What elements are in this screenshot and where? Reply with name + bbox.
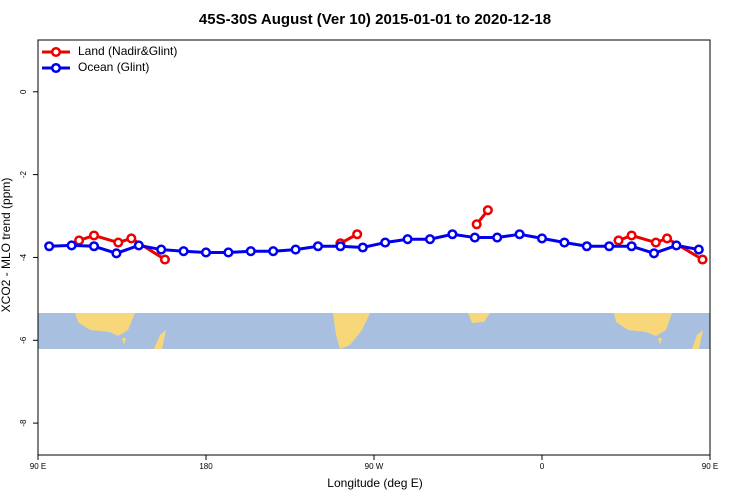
point [604,241,615,252]
point [88,241,100,252]
point [74,235,85,246]
point [650,237,661,248]
land-map [614,313,672,336]
point [559,237,570,248]
point [133,240,144,251]
point [290,244,301,255]
x-tick-label: 90 E [30,462,46,471]
y-tick-label: -6 [19,336,28,344]
point [111,248,122,259]
series-line [78,209,704,261]
point [312,241,324,252]
point [245,246,256,257]
x-tick-label: 90 W [365,462,384,471]
x-tick-label: 90 E [702,462,718,471]
point [581,241,592,252]
y-tick-label: -8 [19,419,28,427]
point [514,229,525,240]
point [268,246,279,257]
y-tick-label: 0 [19,89,28,94]
point [471,219,482,230]
point [335,241,346,252]
legend-label: Land (Nadir&Glint) [78,44,177,58]
x-axis-label: Longitude (deg E) [327,476,422,490]
point [482,205,493,216]
ocean-map [38,313,710,349]
land-map [658,330,703,349]
y-tick-label: -2 [19,171,28,179]
x-tick-label: 180 [199,462,213,471]
y-axis-label: XCO2 - MLO trend (ppm) [0,178,13,313]
point [66,240,77,251]
point [648,248,660,259]
point [223,247,234,258]
legend-label: Ocean (Glint) [78,60,149,74]
point [492,232,503,243]
land-map [333,313,370,349]
point [159,254,170,265]
point [613,235,624,246]
point [697,254,708,265]
point [352,229,363,240]
point [662,233,673,244]
legend-marker [50,46,62,58]
point [357,242,368,253]
land-map [468,313,490,323]
point [126,233,137,244]
point [113,237,124,248]
land-map [122,330,166,349]
point [469,232,480,243]
point [88,230,100,241]
point [44,241,55,252]
series-line [49,232,700,255]
point [447,229,458,240]
point [626,230,637,241]
point [402,234,413,245]
point [156,244,167,255]
x-tick-label: 0 [540,462,545,471]
point [693,244,704,255]
land-map [75,313,135,336]
point [536,233,548,244]
y-tick-label: -4 [19,253,28,261]
legend-marker [50,62,62,74]
map-band [38,313,710,349]
point [626,241,637,252]
point [200,247,212,258]
point [178,246,189,257]
point [671,240,682,251]
point [424,234,436,245]
point [380,237,391,248]
chart-title: 45S-30S August (Ver 10) 2015-01-01 to 20… [199,11,551,28]
